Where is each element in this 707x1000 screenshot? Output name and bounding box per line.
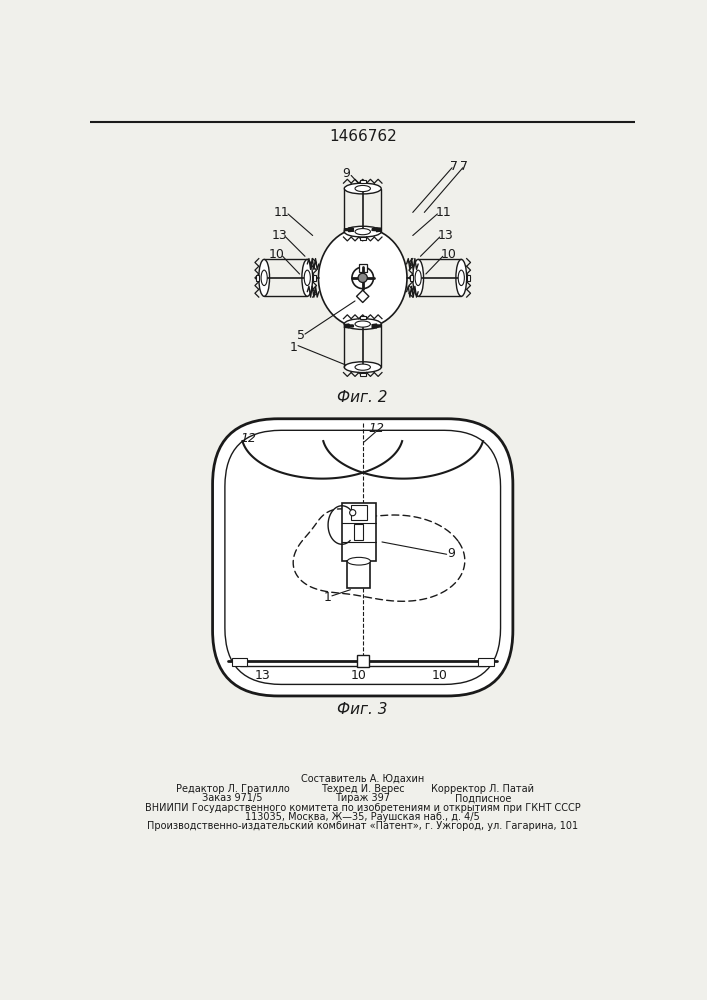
Ellipse shape [302, 259, 312, 296]
Text: Корректор Л. Патай: Корректор Л. Патай [431, 784, 534, 794]
Text: 113035, Москва, Ж—35, Раушская наб., д. 4/5: 113035, Москва, Ж—35, Раушская наб., д. … [245, 812, 480, 822]
Bar [312, 275, 316, 281]
Text: 12: 12 [241, 432, 257, 445]
Text: Техред И. Верес: Техред И. Верес [321, 784, 404, 794]
Text: Заказ 971/5: Заказ 971/5 [202, 793, 263, 803]
Text: 10: 10 [351, 669, 367, 682]
Text: 11: 11 [274, 206, 290, 219]
Bar [360, 373, 366, 376]
Ellipse shape [304, 270, 310, 286]
Ellipse shape [355, 364, 370, 370]
Text: 13: 13 [271, 229, 288, 242]
Bar [478, 658, 493, 666]
Ellipse shape [261, 270, 267, 286]
Text: 13: 13 [438, 229, 454, 242]
Text: Тираж 397: Тираж 397 [335, 793, 390, 803]
Text: 10: 10 [269, 248, 284, 261]
FancyBboxPatch shape [213, 419, 513, 696]
Text: Редактор Л. Гратилло: Редактор Л. Гратилло [176, 784, 289, 794]
Bar [360, 316, 366, 319]
Ellipse shape [355, 229, 370, 235]
Text: 10: 10 [432, 669, 448, 682]
Text: 1: 1 [324, 591, 332, 604]
Text: 1466762: 1466762 [329, 129, 397, 144]
Ellipse shape [318, 228, 407, 328]
Text: 1: 1 [289, 341, 298, 354]
Text: 12: 12 [368, 422, 385, 434]
Text: 13: 13 [255, 669, 271, 682]
Bar [360, 237, 366, 240]
Ellipse shape [344, 183, 381, 194]
Ellipse shape [344, 319, 381, 329]
Ellipse shape [413, 259, 423, 296]
Ellipse shape [344, 226, 381, 237]
Ellipse shape [415, 270, 421, 286]
Circle shape [352, 267, 373, 289]
Text: 5: 5 [297, 329, 305, 342]
Bar [409, 275, 413, 281]
Text: Составитель А. Юдахин: Составитель А. Юдахин [301, 773, 424, 783]
Bar [467, 275, 469, 281]
Text: ВНИИПИ Государственного комитета по изобретениям и открытиям при ГКНТ СССР: ВНИИПИ Государственного комитета по изоб… [145, 803, 580, 813]
Bar [360, 180, 366, 183]
Ellipse shape [355, 321, 370, 327]
Bar [342, 503, 376, 561]
Bar [347, 561, 370, 588]
Bar [359, 264, 366, 272]
Circle shape [358, 273, 368, 282]
Text: Фиг. 3: Фиг. 3 [337, 702, 388, 717]
Ellipse shape [259, 259, 269, 296]
Text: Подписное: Подписное [455, 793, 511, 803]
Circle shape [350, 510, 356, 516]
Text: 9: 9 [342, 167, 350, 180]
Bar [232, 658, 247, 666]
Bar [256, 275, 259, 281]
Ellipse shape [347, 557, 370, 565]
Bar [356, 655, 369, 667]
Text: 7: 7 [460, 160, 468, 173]
Ellipse shape [355, 185, 370, 192]
Text: Производственно-издательский комбинат «Патент», г. Ужгород, ул. Гагарина, 101: Производственно-издательский комбинат «П… [147, 821, 578, 831]
Text: 9: 9 [448, 547, 455, 560]
Ellipse shape [456, 259, 467, 296]
Ellipse shape [344, 362, 381, 373]
Bar [354, 524, 363, 540]
Text: 7: 7 [450, 160, 457, 173]
Bar [351, 505, 366, 520]
Ellipse shape [458, 270, 464, 286]
Text: Фиг. 2: Фиг. 2 [337, 390, 388, 405]
Text: 11: 11 [436, 206, 452, 219]
Text: 10: 10 [441, 248, 457, 261]
